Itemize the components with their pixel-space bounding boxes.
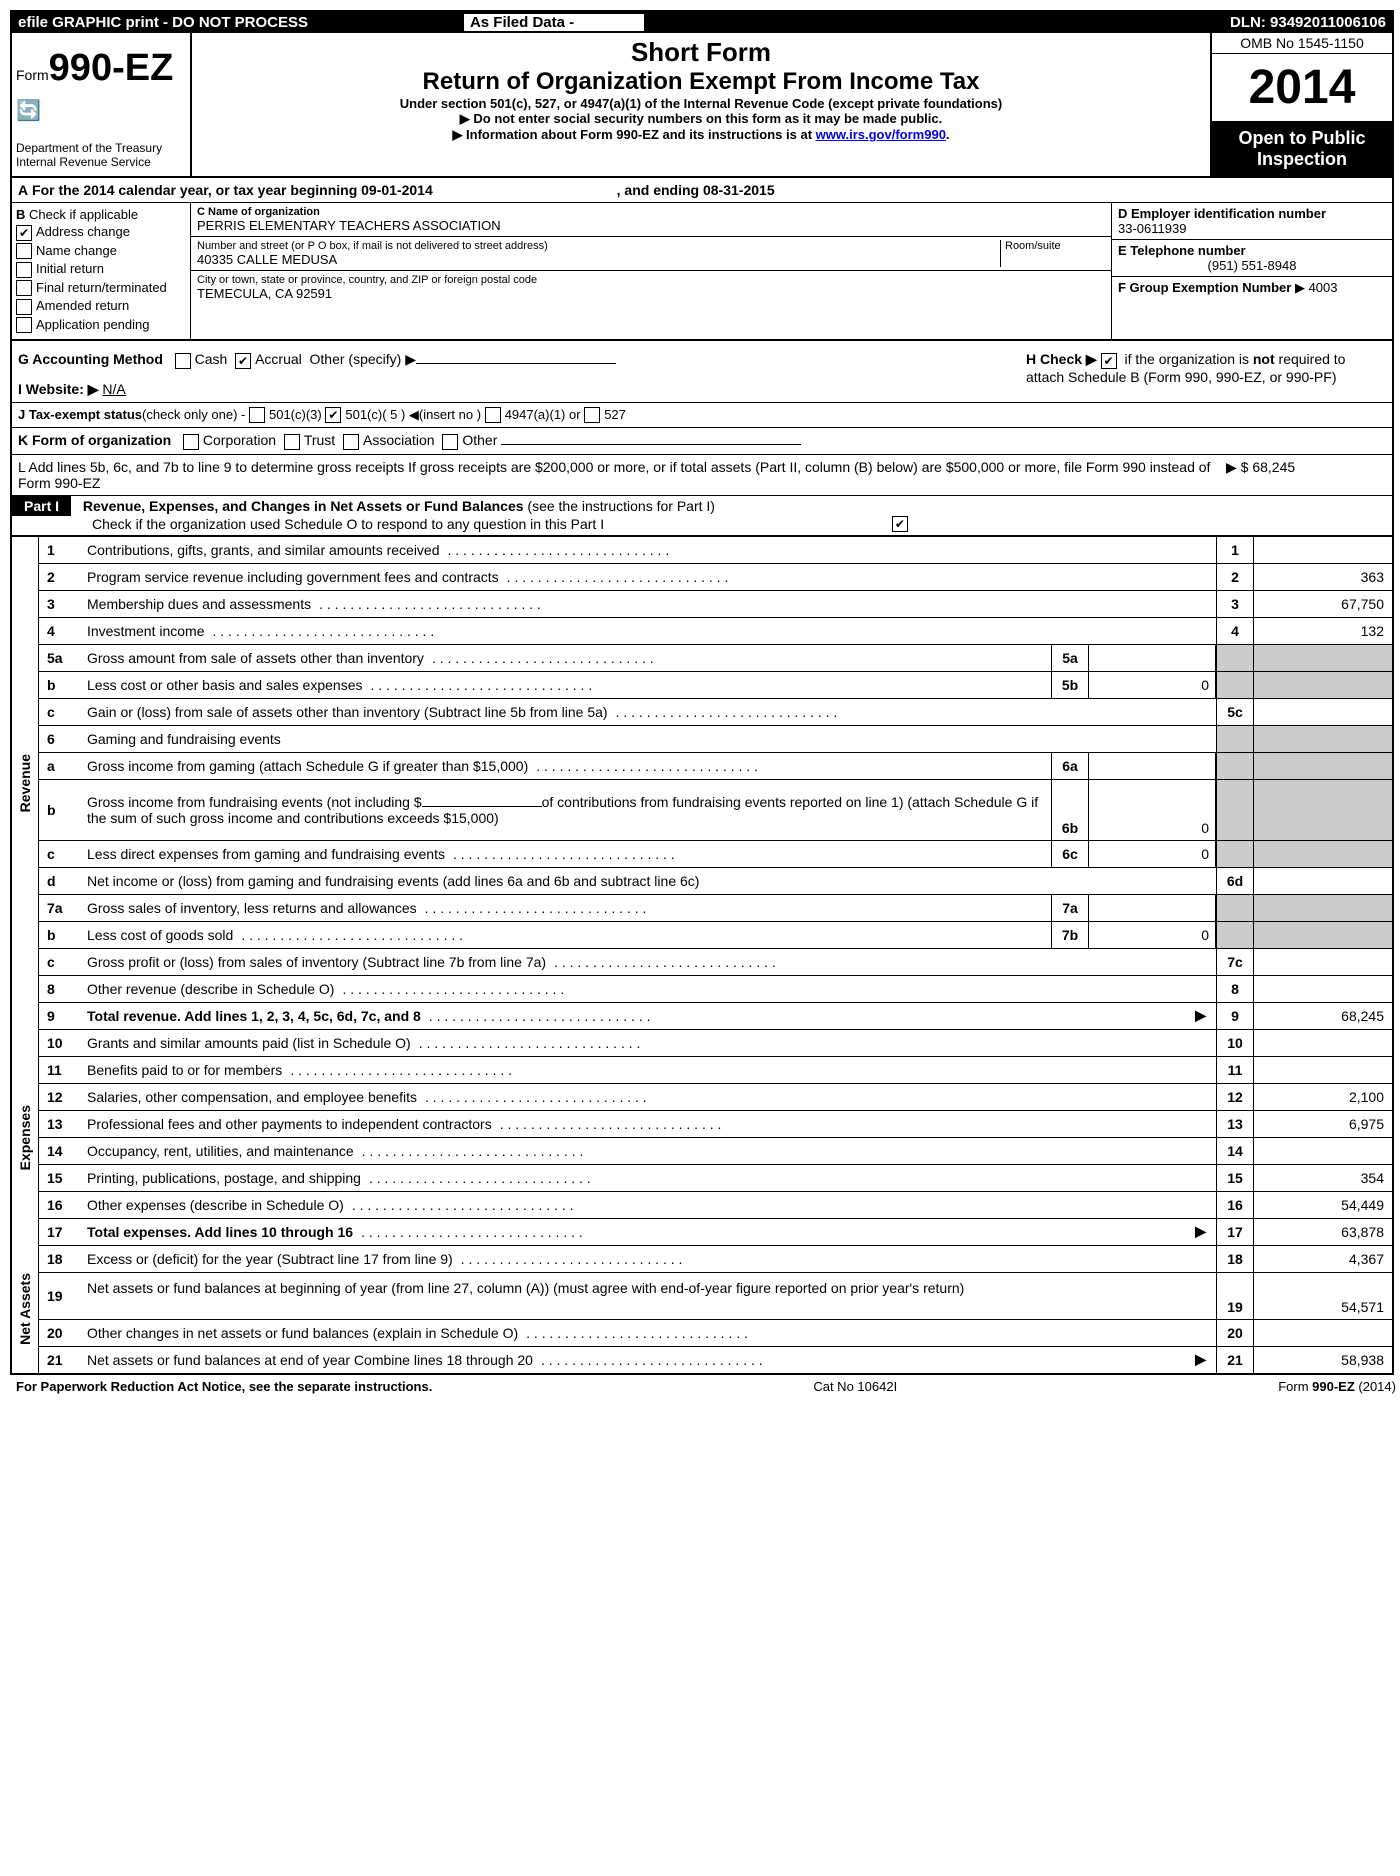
527-checkbox[interactable]	[584, 407, 600, 423]
final-return-checkbox[interactable]	[16, 280, 32, 296]
part-label: Part I	[12, 496, 71, 516]
trust-checkbox[interactable]	[284, 434, 300, 450]
footer-center: Cat No 10642I	[813, 1379, 897, 1394]
city-state-zip: TEMECULA, CA 92591	[197, 286, 1105, 301]
ein-value: 33-0611939	[1118, 221, 1386, 236]
b-text: Check if applicable	[29, 207, 138, 222]
return-title: Return of Organization Exempt From Incom…	[200, 68, 1202, 96]
city-label: City or town, state or province, country…	[197, 274, 1105, 286]
col-def: D Employer identification number 33-0611…	[1111, 203, 1392, 339]
top-bar: efile GRAPHIC print - DO NOT PROCESS As …	[12, 12, 1392, 33]
row-a-text: For the 2014 calendar year, or tax year …	[32, 182, 433, 198]
phone-value: (951) 551-8948	[1118, 258, 1386, 273]
under-section: Under section 501(c), 527, or 4947(a)(1)…	[200, 96, 1202, 111]
other-checkbox[interactable]	[442, 434, 458, 450]
501c-checkbox[interactable]: ✔	[325, 407, 341, 423]
corp-checkbox[interactable]	[183, 434, 199, 450]
website-value: N/A	[102, 381, 125, 397]
k-row: K Form of organization Corporation Trust…	[12, 428, 1392, 454]
revenue-section: Revenue 1Contributions, gifts, grants, a…	[12, 536, 1392, 1030]
schedule-o-checkbox[interactable]: ✔	[892, 516, 908, 532]
l-value: ▶ $ 68,245	[1226, 459, 1386, 491]
omb-number: OMB No 1545-1150	[1212, 33, 1392, 54]
expenses-section: Expenses 10Grants and similar amounts pa…	[12, 1030, 1392, 1246]
section-bcdef: B Check if applicable ✔Address change Na…	[12, 203, 1392, 341]
501c3-checkbox[interactable]	[249, 407, 265, 423]
form-number: 990-EZ	[49, 47, 174, 89]
expenses-side: Expenses	[12, 1030, 39, 1246]
ssn-note: ▶ Do not enter social security numbers o…	[200, 111, 1202, 127]
gh-right: H Check ▶ ✔ if the organization is not r…	[1020, 341, 1392, 401]
irs-link[interactable]: www.irs.gov/form990	[816, 127, 946, 142]
gh-left: G Accounting Method Cash ✔Accrual Other …	[12, 341, 1020, 401]
application-pending-checkbox[interactable]	[16, 317, 32, 333]
part1-header: Part I Revenue, Expenses, and Changes in…	[12, 496, 1392, 536]
e-label: E Telephone number	[1118, 243, 1386, 258]
tax-year: 2014	[1212, 54, 1392, 122]
irs-label: Internal Revenue Service	[16, 155, 186, 169]
d-label: D Employer identification number	[1118, 206, 1386, 221]
top-right: DLN: 93492011006106	[1230, 14, 1386, 31]
footer: For Paperwork Reduction Act Notice, see …	[10, 1375, 1400, 1398]
f-label: F Group Exemption Number	[1118, 280, 1291, 295]
gh-section: G Accounting Method Cash ✔Accrual Other …	[12, 341, 1392, 402]
name-change-checkbox[interactable]	[16, 243, 32, 259]
col-b: B Check if applicable ✔Address change Na…	[12, 203, 191, 339]
net-assets-side: Net Assets	[12, 1246, 39, 1373]
top-center: As Filed Data -	[464, 14, 644, 31]
header-left: Form990-EZ 🔄 Department of the Treasury …	[12, 33, 192, 176]
row-a-ending: , and ending 08-31-2015	[617, 182, 775, 198]
header-right: OMB No 1545-1150 2014 Open to Public Ins…	[1210, 33, 1392, 176]
header-center: Short Form Return of Organization Exempt…	[192, 33, 1210, 176]
open-public: Open to Public Inspection	[1212, 122, 1392, 176]
address-change-checkbox[interactable]: ✔	[16, 225, 32, 241]
group-exemption-value: ▶ 4003	[1295, 280, 1338, 295]
part1-sub: (see the instructions for Part I)	[527, 498, 715, 514]
assoc-checkbox[interactable]	[343, 434, 359, 450]
h-checkbox[interactable]: ✔	[1101, 353, 1117, 369]
row-a-label: A	[18, 182, 28, 198]
room-label: Room/suite	[1005, 240, 1105, 252]
cash-checkbox[interactable]	[175, 353, 191, 369]
i-label: I Website: ▶	[18, 381, 99, 397]
form-prefix: Form	[16, 67, 49, 83]
revenue-side: Revenue	[12, 537, 39, 1030]
c-label: C Name of organization	[197, 206, 1105, 218]
amended-return-checkbox[interactable]	[16, 299, 32, 315]
part1-title: Revenue, Expenses, and Changes in Net As…	[75, 498, 524, 514]
col-c: C Name of organization PERRIS ELEMENTARY…	[191, 203, 1111, 339]
b-label: B	[16, 207, 25, 222]
dept-treasury: Department of the Treasury	[16, 141, 186, 155]
info-note: ▶ Information about Form 990-EZ and its …	[200, 127, 1202, 143]
footer-right: Form 990-EZ (2014)	[1278, 1379, 1396, 1394]
short-form-title: Short Form	[200, 37, 1202, 68]
l-row: L Add lines 5b, 6c, and 7b to line 9 to …	[12, 455, 1392, 496]
l-text: L Add lines 5b, 6c, and 7b to line 9 to …	[18, 459, 1226, 491]
form-page: efile GRAPHIC print - DO NOT PROCESS As …	[10, 10, 1394, 1375]
net-assets-section: Net Assets 18Excess or (deficit) for the…	[12, 1246, 1392, 1373]
footer-left: For Paperwork Reduction Act Notice, see …	[16, 1379, 432, 1394]
accrual-checkbox[interactable]: ✔	[235, 353, 251, 369]
initial-return-checkbox[interactable]	[16, 262, 32, 278]
g-label: G Accounting Method	[18, 351, 163, 367]
header: Form990-EZ 🔄 Department of the Treasury …	[12, 33, 1392, 178]
row-a: A For the 2014 calendar year, or tax yea…	[12, 178, 1392, 203]
4947-checkbox[interactable]	[485, 407, 501, 423]
street-address: 40335 CALLE MEDUSA	[197, 252, 1000, 267]
street-label: Number and street (or P O box, if mail i…	[197, 240, 1000, 252]
top-left: efile GRAPHIC print - DO NOT PROCESS	[18, 14, 308, 31]
part1-check-text: Check if the organization used Schedule …	[12, 516, 912, 532]
org-name: PERRIS ELEMENTARY TEACHERS ASSOCIATION	[197, 218, 1105, 233]
j-row: J Tax-exempt status(check only one) - 50…	[12, 403, 1392, 429]
